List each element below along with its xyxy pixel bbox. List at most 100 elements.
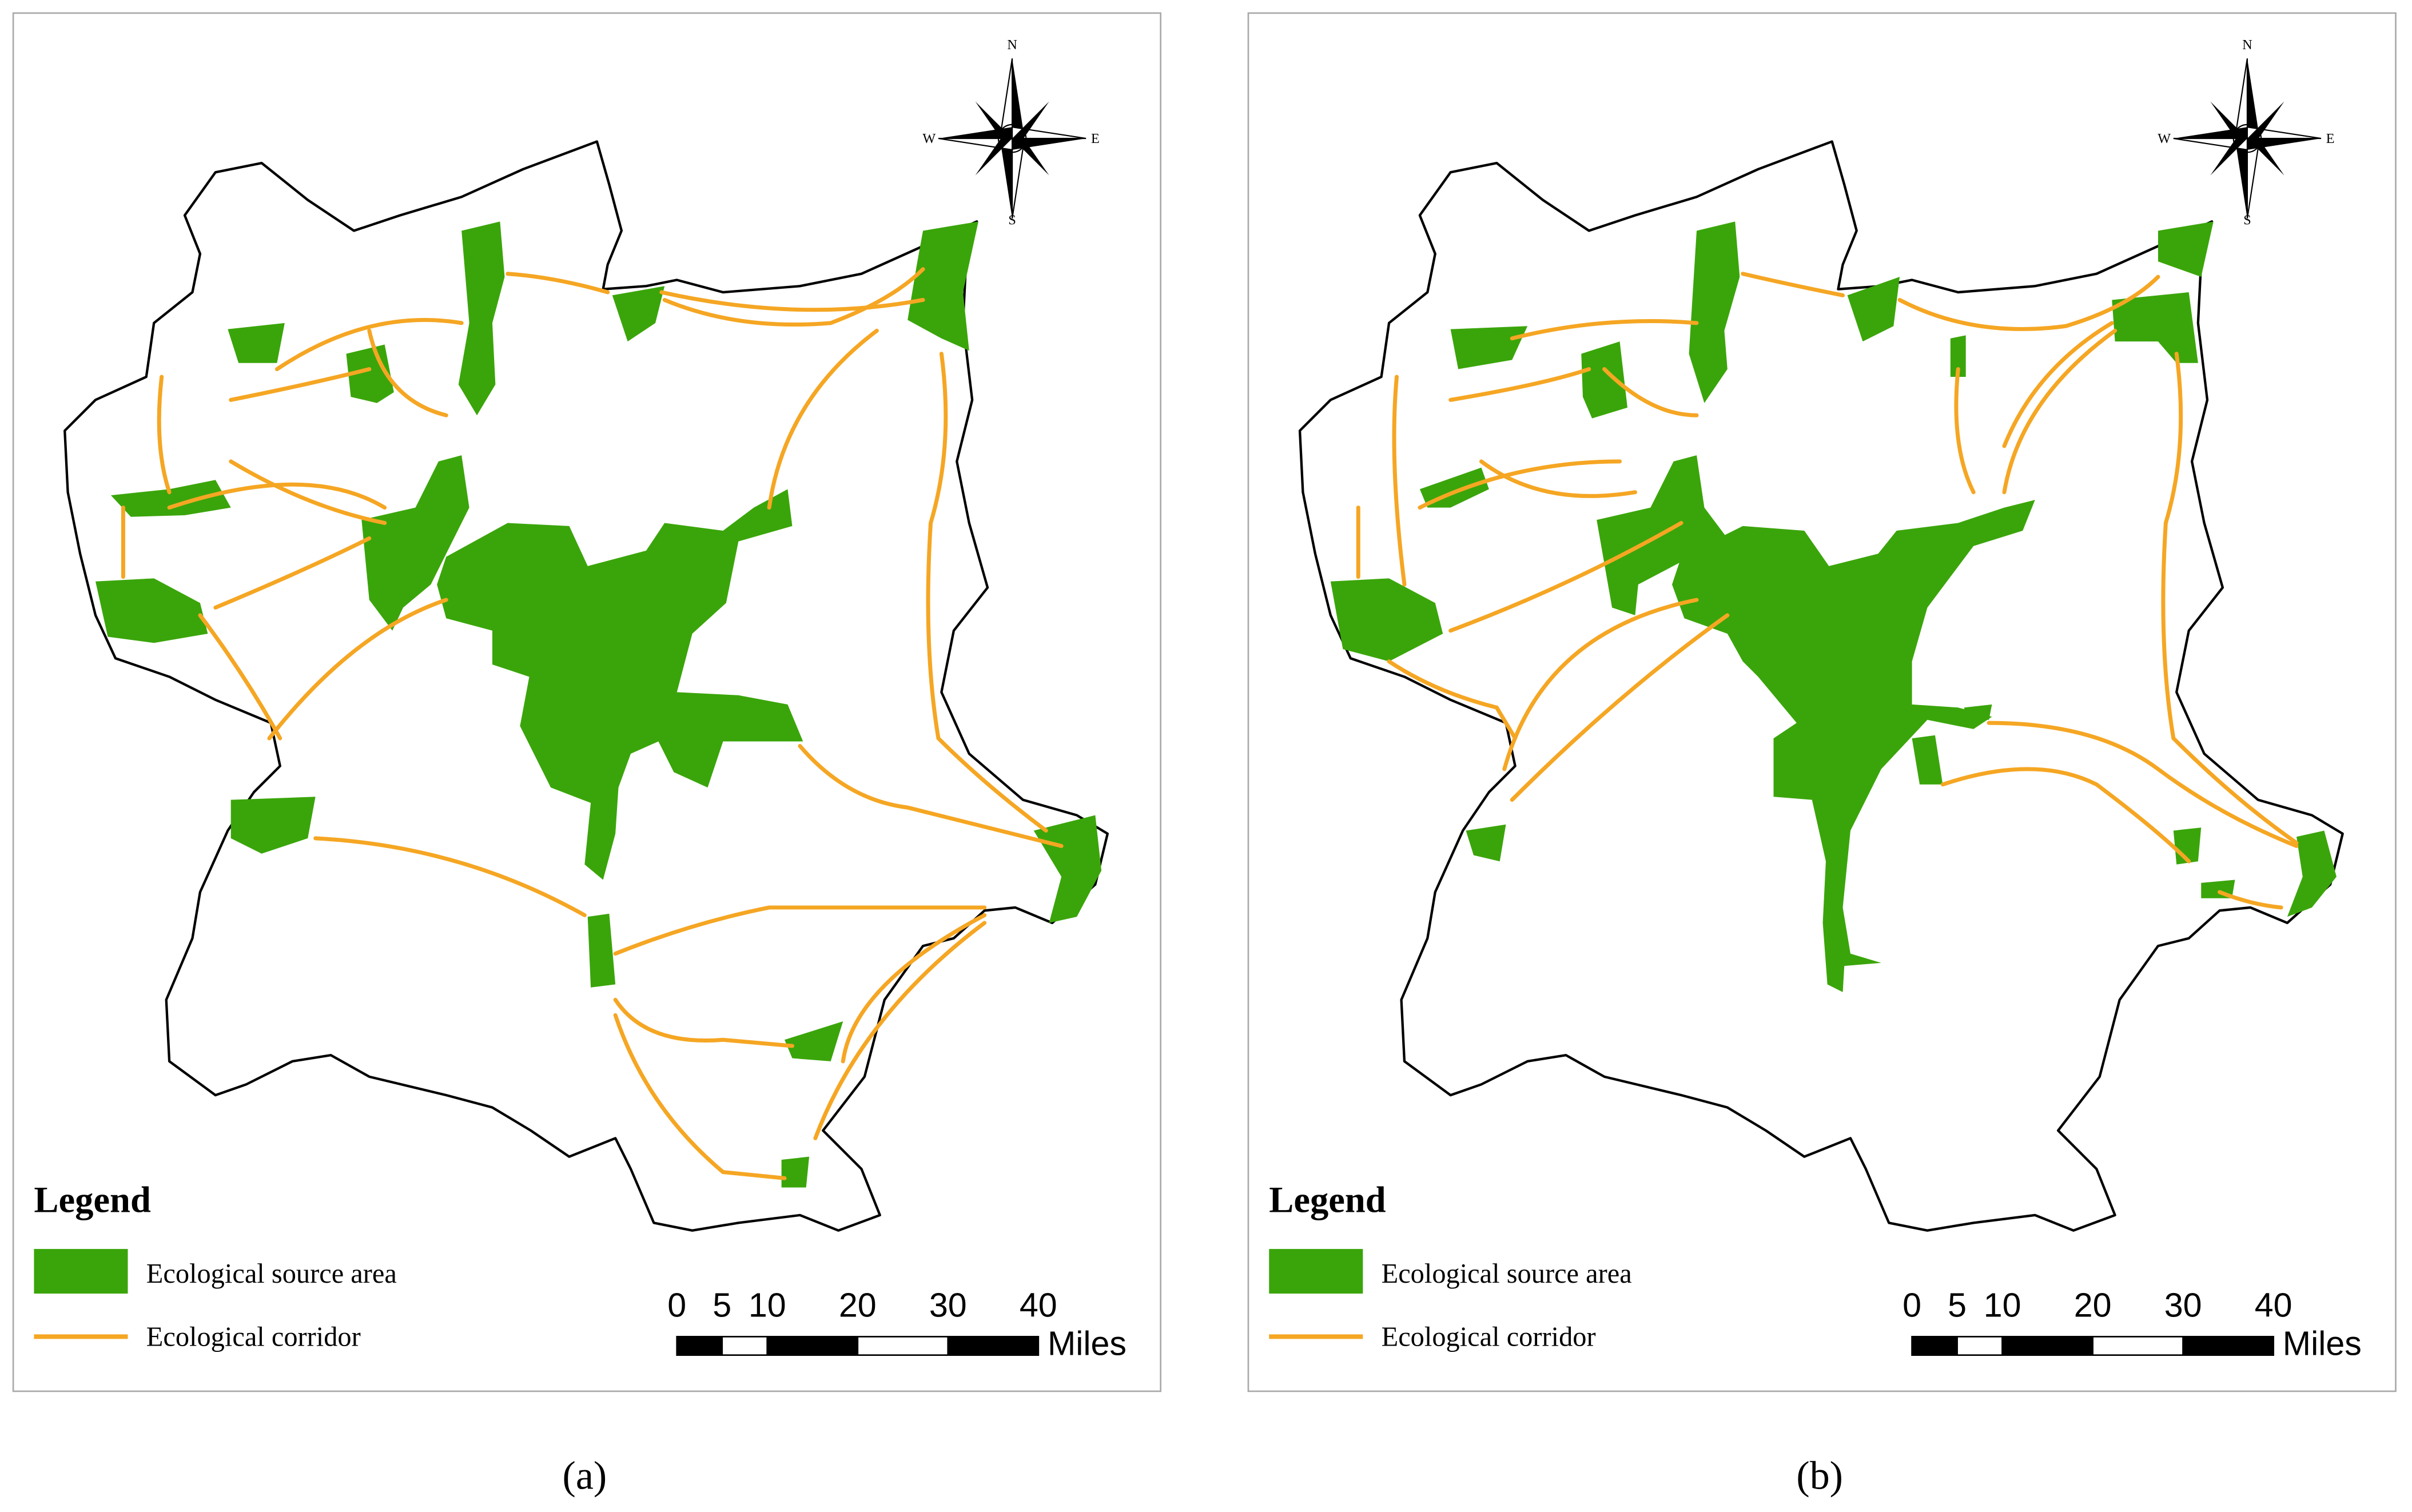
source-area [1847, 277, 1900, 342]
source-area [587, 913, 616, 988]
corridor [662, 267, 925, 327]
source-area [110, 480, 231, 517]
scale-tick-label: 0 [1902, 1286, 1921, 1324]
legend-title: Legend [34, 1179, 151, 1220]
source-area [228, 323, 285, 363]
compass-arm [975, 135, 1013, 176]
scale-segment [1956, 1336, 2003, 1356]
corridor [274, 317, 464, 372]
compass: N S W E [2158, 37, 2334, 228]
source-area [1450, 326, 1528, 369]
compass-label: E [1091, 131, 1100, 146]
scale-segment [1911, 1336, 1958, 1356]
scale-unit: Miles [1048, 1324, 1127, 1363]
compass-arm [2246, 126, 2322, 140]
compass-label: W [922, 131, 936, 146]
corridor [1448, 367, 1591, 402]
scale-tick-label: 30 [2164, 1286, 2202, 1324]
corridor [267, 598, 448, 741]
source-area [1581, 341, 1627, 419]
scale-tick-label: 10 [749, 1286, 786, 1324]
compass-arm [1012, 126, 1086, 140]
scale-tick-label: 30 [929, 1286, 967, 1324]
source-area [2158, 221, 2214, 277]
corridor [229, 459, 387, 526]
panel-caption: (b) [1796, 1454, 1843, 1498]
compass-arm [2247, 101, 2284, 142]
compass-arm [1000, 138, 1013, 218]
compass-label: E [2326, 131, 2335, 146]
source-area [612, 286, 665, 342]
scale-segment [947, 1336, 1040, 1356]
compass-arm [1012, 101, 1049, 142]
corridor [798, 744, 1064, 848]
corridor [157, 375, 172, 495]
source-area [1466, 824, 1506, 862]
corridor [1602, 367, 1699, 417]
scale-segment [676, 1336, 723, 1356]
region-boundary [63, 140, 1109, 1232]
source-area [1671, 500, 2035, 992]
corridor [213, 536, 372, 610]
corridor [1418, 459, 1622, 510]
corridor [1387, 659, 1518, 741]
source-area [1689, 221, 1740, 403]
compass-label: N [2242, 37, 2252, 53]
corridor [1510, 613, 1730, 802]
scale-tick-label: 10 [1984, 1286, 2021, 1324]
compass-arm [2210, 101, 2247, 142]
scale-segment [2182, 1336, 2275, 1356]
scale-tick-label: 0 [667, 1286, 686, 1324]
compass-arm [1012, 135, 1049, 176]
corridor [1510, 319, 1699, 341]
scale-segment [721, 1336, 769, 1356]
compass: N S W E [922, 37, 1099, 228]
corridor [613, 905, 987, 956]
source-area [1964, 704, 1992, 720]
legend-label: Ecological source area [146, 1259, 397, 1289]
compass-arm [2247, 135, 2284, 176]
corridor [1448, 521, 1683, 633]
compass-arm [2210, 135, 2247, 176]
corridor [659, 290, 925, 312]
corridor [926, 352, 1048, 833]
legend-label: Ecological corridor [146, 1322, 361, 1352]
corridor [767, 328, 879, 510]
scale-tick-label: 5 [713, 1286, 731, 1324]
source-area [2287, 830, 2337, 917]
compass-label: W [2158, 131, 2171, 146]
region-boundary [1298, 140, 2344, 1232]
corridor [1940, 767, 2191, 864]
map-panel: N S W E Legend Ecological source area Ecologic… [1247, 12, 2397, 1498]
source-area [2112, 292, 2198, 363]
corridor [1741, 272, 1845, 297]
source-area [1330, 578, 1443, 662]
compass-arm [2235, 138, 2247, 218]
source-area [1950, 335, 1966, 377]
corridor [198, 613, 282, 741]
source-area [785, 1021, 843, 1061]
compass-arm [975, 101, 1013, 142]
scale-tick-label: 40 [2255, 1286, 2292, 1324]
corridor [1392, 375, 1407, 587]
corridor [1479, 459, 1637, 498]
corridor [1502, 598, 1699, 771]
source-area [781, 1156, 810, 1188]
corridor [506, 272, 610, 295]
source-area [458, 221, 505, 416]
corridor [229, 367, 372, 402]
corridor [367, 328, 448, 417]
corridor [841, 913, 987, 1064]
source-area [346, 344, 394, 403]
scale-segment [857, 1336, 949, 1356]
scale-tick-label: 40 [1020, 1286, 1057, 1324]
source-area [361, 455, 469, 631]
scale-segment [766, 1336, 859, 1356]
source-area [908, 221, 978, 351]
legend-label: Ecological source area [1382, 1259, 1632, 1289]
scale-tick-label: 5 [1948, 1286, 1967, 1324]
compass-arm [938, 127, 1013, 139]
corridor [167, 482, 387, 510]
